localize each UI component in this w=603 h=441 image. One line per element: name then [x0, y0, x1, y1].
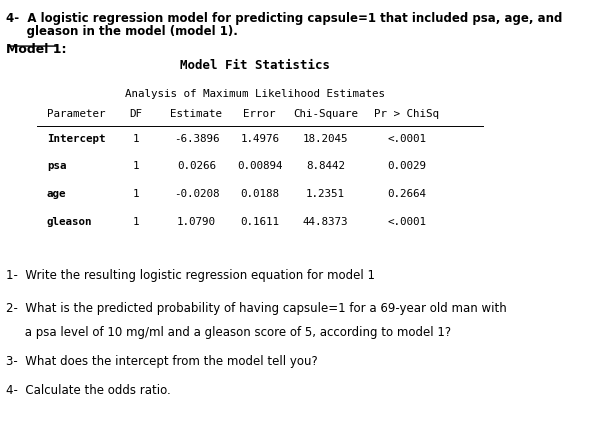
Text: Model Fit Statistics: Model Fit Statistics [180, 59, 330, 72]
Text: 1: 1 [133, 161, 139, 172]
Text: 0.0029: 0.0029 [387, 161, 426, 172]
Text: <.0001: <.0001 [387, 134, 426, 144]
Text: 2-  What is the predicted probability of having capsule=1 for a 69-year old man : 2- What is the predicted probability of … [7, 302, 507, 314]
Text: Pr > ChiSq: Pr > ChiSq [374, 109, 439, 119]
Text: -0.0208: -0.0208 [174, 189, 219, 199]
Text: Analysis of Maximum Likelihood Estimates: Analysis of Maximum Likelihood Estimates [125, 89, 385, 99]
Text: Estimate: Estimate [171, 109, 223, 119]
Text: 0.2664: 0.2664 [387, 189, 426, 199]
Text: 0.0188: 0.0188 [240, 189, 279, 199]
Text: 44.8373: 44.8373 [303, 217, 349, 227]
Text: Intercept: Intercept [47, 134, 106, 144]
Text: 4-  A logistic regression model for predicting capsule=1 that included psa, age,: 4- A logistic regression model for predi… [7, 12, 563, 25]
Text: 3-  What does the intercept from the model tell you?: 3- What does the intercept from the mode… [7, 355, 318, 368]
Text: 8.8442: 8.8442 [306, 161, 345, 172]
Text: Error: Error [244, 109, 276, 119]
Text: 0.0266: 0.0266 [177, 161, 216, 172]
Text: 4-  Calculate the odds ratio.: 4- Calculate the odds ratio. [7, 384, 171, 396]
Text: 1.0790: 1.0790 [177, 217, 216, 227]
Text: 1.2351: 1.2351 [306, 189, 345, 199]
Text: 1-  Write the resulting logistic regression equation for model 1: 1- Write the resulting logistic regressi… [7, 269, 376, 282]
Text: -6.3896: -6.3896 [174, 134, 219, 144]
Text: Model 1:: Model 1: [7, 43, 67, 56]
Text: a psa level of 10 mg/ml and a gleason score of 5, according to model 1?: a psa level of 10 mg/ml and a gleason sc… [7, 325, 452, 339]
Text: 1: 1 [133, 189, 139, 199]
Text: age: age [47, 189, 66, 199]
Text: 1.4976: 1.4976 [240, 134, 279, 144]
Text: 0.1611: 0.1611 [240, 217, 279, 227]
Text: 1: 1 [133, 134, 139, 144]
Text: Parameter: Parameter [47, 109, 106, 119]
Text: psa: psa [47, 161, 66, 172]
Text: <.0001: <.0001 [387, 217, 426, 227]
Text: DF: DF [129, 109, 142, 119]
Text: gleason: gleason [47, 217, 92, 227]
Text: gleason in the model (model 1).: gleason in the model (model 1). [7, 26, 238, 38]
Text: Chi-Square: Chi-Square [293, 109, 358, 119]
Text: 18.2045: 18.2045 [303, 134, 349, 144]
Text: 0.00894: 0.00894 [237, 161, 282, 172]
Text: 1: 1 [133, 217, 139, 227]
